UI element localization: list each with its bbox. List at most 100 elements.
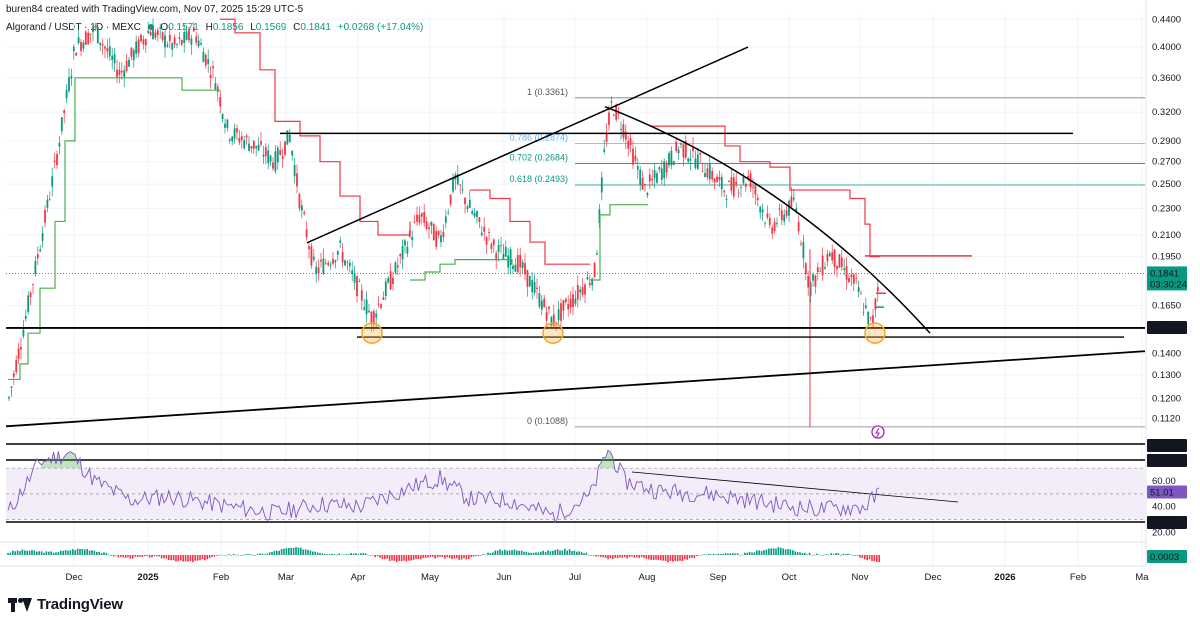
macd-bar: [69, 550, 72, 555]
candle-body: [346, 262, 349, 263]
candle-body: [557, 309, 560, 321]
macd-bar: [388, 555, 391, 562]
macd-bar: [254, 555, 256, 556]
candle-body: [605, 133, 608, 142]
macd-bar: [770, 548, 772, 555]
candle-body: [692, 146, 694, 152]
macd-bar: [825, 554, 828, 555]
macd-bar: [422, 555, 424, 558]
candle-body: [425, 221, 428, 229]
candle-body: [711, 170, 714, 180]
candle-body: [540, 300, 543, 310]
price-tick-label: 0.1200: [1152, 393, 1181, 404]
macd-bar: [88, 550, 91, 555]
rsi-badge-bg: [1147, 454, 1187, 467]
candle-body: [636, 165, 639, 170]
candle-body: [219, 97, 222, 107]
candle-body: [46, 199, 49, 208]
macd-bar: [261, 553, 264, 555]
macd-bar: [60, 550, 62, 555]
macd-bar: [840, 554, 842, 556]
tradingview-logo[interactable]: TradingView: [8, 596, 123, 613]
macd-bar: [357, 554, 360, 555]
candle-body: [413, 221, 416, 223]
candle-body: [32, 284, 34, 285]
candle-body: [147, 30, 150, 33]
macd-bar: [45, 551, 48, 555]
candle-body: [36, 254, 39, 259]
candle-body: [92, 26, 94, 33]
macd-bar: [216, 555, 218, 556]
macd-bar: [537, 552, 540, 555]
candle-body: [485, 236, 488, 245]
candle-body: [291, 150, 294, 156]
candle-body: [509, 249, 512, 266]
macd-bar: [794, 551, 796, 555]
macd-bar: [811, 554, 813, 556]
macd-bar: [76, 548, 79, 555]
macd-bar: [530, 552, 532, 555]
macd-bar: [192, 555, 194, 563]
candle-body: [324, 262, 327, 264]
candle-body: [833, 249, 836, 267]
candle-body: [315, 266, 318, 275]
candle-body: [428, 227, 430, 229]
macd-bar: [314, 551, 316, 555]
macd-bar: [612, 555, 614, 560]
macd-bar: [268, 552, 271, 555]
candle-body: [814, 275, 817, 287]
macd-bar: [292, 547, 295, 555]
rsi-badge: 29.21: [1150, 518, 1174, 529]
macd-bar: [148, 555, 151, 558]
macd-bar: [372, 555, 374, 556]
candle-body: [723, 190, 726, 193]
macd-bar: [804, 552, 806, 555]
macd-bar: [501, 550, 504, 555]
macd-bar: [878, 555, 880, 562]
macd-bar: [96, 551, 98, 555]
candle-body: [576, 284, 579, 300]
candle-body: [718, 176, 721, 180]
fib-level-label: 0.786 (0.2874): [509, 132, 568, 142]
chart-caption: buren84 created with TradingView.com, No…: [6, 4, 304, 15]
macd-bar: [393, 555, 396, 561]
macd-bar: [103, 552, 105, 555]
symbol-title[interactable]: Algorand / USDT · 1D · MEXC: [6, 22, 141, 33]
macd-bar: [206, 555, 208, 560]
macd-bar: [218, 554, 220, 556]
candle-body: [545, 312, 548, 321]
candle-body: [82, 42, 85, 49]
candle-body: [34, 260, 37, 275]
candle-body: [684, 141, 687, 158]
macd-bar: [252, 555, 254, 556]
candle-body: [675, 141, 678, 151]
macd-bar: [674, 555, 676, 561]
macd-bar: [525, 552, 528, 555]
macd-badge-bg: [1147, 550, 1187, 563]
supertrend-up-line: [590, 204, 648, 281]
macd-bar: [86, 549, 88, 555]
macd-bar: [765, 549, 768, 555]
candle-body: [252, 140, 255, 149]
candle-body: [329, 264, 332, 266]
candle-body: [142, 39, 145, 45]
candle-body: [612, 115, 615, 116]
supertrend: [8, 18, 972, 381]
candle-body: [468, 199, 471, 208]
macd-bar: [405, 555, 408, 562]
macd-bar: [412, 555, 415, 560]
macd-bar: [242, 555, 244, 556]
macd-bar: [376, 555, 379, 557]
price-tick-label: 0.3200: [1152, 107, 1181, 118]
candle-body: [634, 155, 637, 161]
macd-bar: [499, 549, 501, 555]
candle-body: [644, 184, 646, 186]
candle-body: [843, 268, 846, 270]
candle-body: [713, 178, 716, 183]
macd-bar: [643, 555, 645, 558]
macd-bar: [81, 548, 84, 555]
macd-bar: [93, 550, 96, 555]
macd-bar: [91, 550, 93, 555]
macd-bar: [818, 554, 820, 556]
